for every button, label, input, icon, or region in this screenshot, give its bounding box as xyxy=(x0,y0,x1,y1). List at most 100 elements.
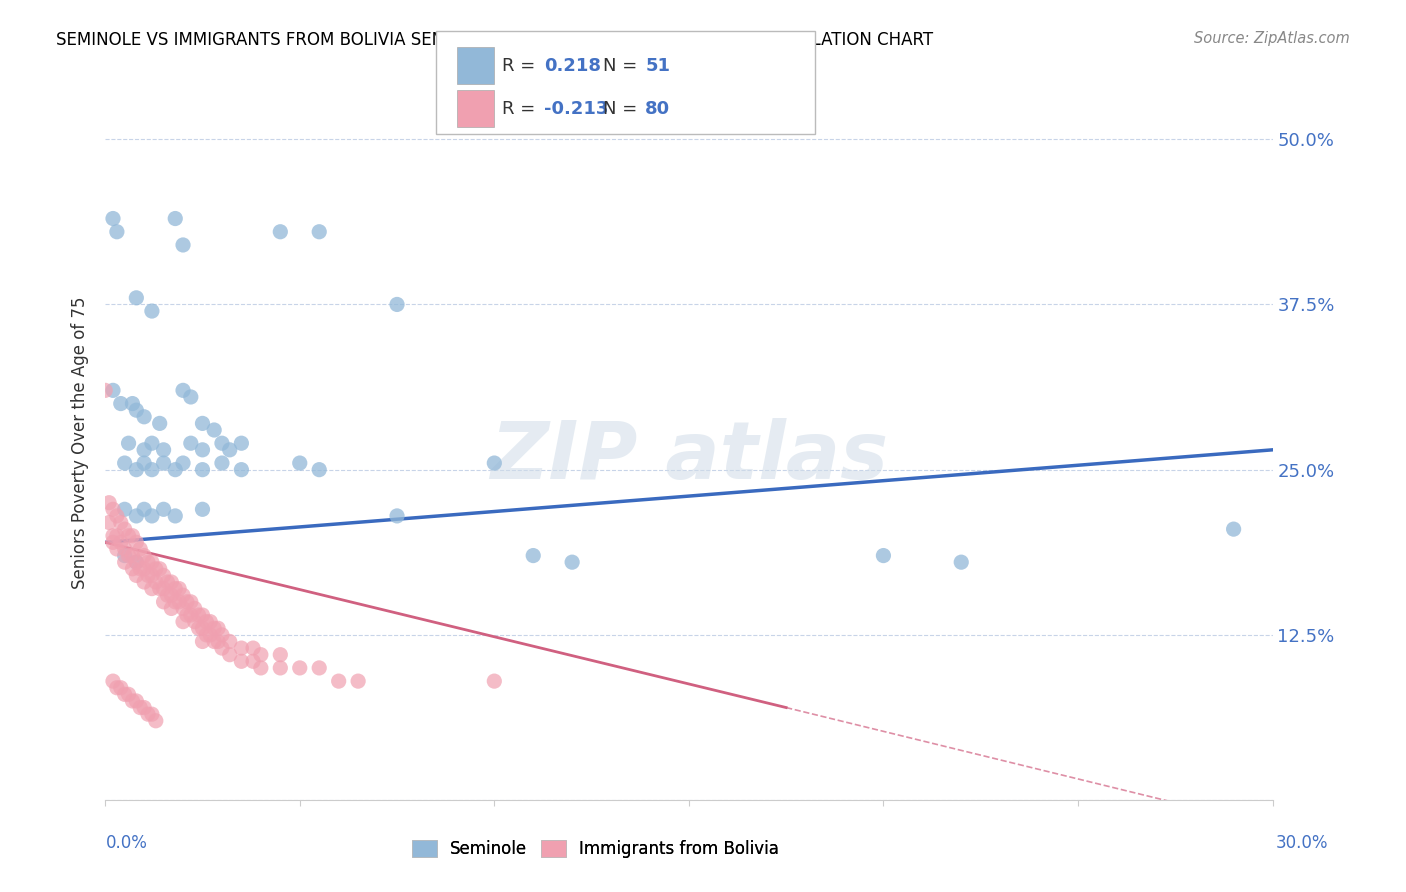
Point xyxy=(385,508,408,523)
Point xyxy=(211,456,233,470)
Point xyxy=(165,508,187,523)
Point xyxy=(125,555,148,569)
Point xyxy=(187,621,209,635)
Point xyxy=(101,502,124,516)
Point xyxy=(105,541,128,556)
Point xyxy=(145,562,167,576)
Point xyxy=(191,463,214,477)
Point xyxy=(202,621,225,635)
Point xyxy=(269,225,291,239)
Point xyxy=(141,508,163,523)
Point xyxy=(117,549,139,563)
Point xyxy=(191,442,214,457)
Text: Source: ZipAtlas.com: Source: ZipAtlas.com xyxy=(1194,31,1350,46)
Point xyxy=(191,417,214,431)
Point xyxy=(136,555,159,569)
Point xyxy=(176,595,198,609)
Text: 51: 51 xyxy=(645,57,671,75)
Point xyxy=(101,674,124,689)
Point xyxy=(160,574,183,589)
Text: N =: N = xyxy=(603,57,643,75)
Point xyxy=(141,555,163,569)
Point xyxy=(207,621,229,635)
Point xyxy=(101,211,124,226)
Text: R =: R = xyxy=(502,57,541,75)
Point xyxy=(141,436,163,450)
Point xyxy=(269,661,291,675)
Point xyxy=(288,661,311,675)
Point xyxy=(141,568,163,582)
Point xyxy=(125,463,148,477)
Point xyxy=(152,442,174,457)
Point xyxy=(328,674,350,689)
Legend: Seminole, Immigrants from Bolivia: Seminole, Immigrants from Bolivia xyxy=(406,835,785,863)
Point xyxy=(180,390,202,404)
Point xyxy=(134,562,156,576)
Point xyxy=(250,661,273,675)
Point xyxy=(110,535,132,549)
Point xyxy=(129,562,152,576)
Point xyxy=(152,502,174,516)
Text: N =: N = xyxy=(603,100,643,118)
Point xyxy=(141,707,163,722)
Text: 80: 80 xyxy=(645,100,671,118)
Point xyxy=(191,608,214,623)
Point xyxy=(134,549,156,563)
Point xyxy=(484,456,506,470)
Point xyxy=(129,541,152,556)
Point xyxy=(152,582,174,596)
Point xyxy=(183,615,205,629)
Point xyxy=(134,409,156,424)
Point xyxy=(561,555,583,569)
Point xyxy=(165,582,187,596)
Point xyxy=(145,574,167,589)
Point xyxy=(308,661,330,675)
Point xyxy=(191,502,214,516)
Y-axis label: Seniors Poverty Over the Age of 75: Seniors Poverty Over the Age of 75 xyxy=(72,297,89,590)
Point xyxy=(176,608,198,623)
Point xyxy=(191,621,214,635)
Point xyxy=(211,641,233,656)
Point xyxy=(141,582,163,596)
Point xyxy=(114,549,136,563)
Point xyxy=(152,568,174,582)
Point xyxy=(950,555,973,569)
Point xyxy=(200,615,222,629)
Point xyxy=(114,687,136,701)
Point xyxy=(172,384,194,398)
Point xyxy=(156,588,179,602)
Point xyxy=(141,463,163,477)
Point xyxy=(231,641,253,656)
Point xyxy=(172,456,194,470)
Point xyxy=(125,291,148,305)
Point xyxy=(484,674,506,689)
Point xyxy=(180,595,202,609)
Point xyxy=(231,654,253,668)
Point xyxy=(191,634,214,648)
Point xyxy=(125,535,148,549)
Point xyxy=(94,384,117,398)
Point xyxy=(211,436,233,450)
Point xyxy=(231,436,253,450)
Point xyxy=(125,694,148,708)
Point xyxy=(156,574,179,589)
Point xyxy=(195,628,218,642)
Point xyxy=(167,582,190,596)
Point xyxy=(134,700,156,714)
Point xyxy=(101,529,124,543)
Point xyxy=(180,436,202,450)
Point xyxy=(211,628,233,642)
Point xyxy=(242,654,264,668)
Point xyxy=(114,522,136,536)
Point xyxy=(101,384,124,398)
Point xyxy=(98,496,121,510)
Point xyxy=(1222,522,1244,536)
Point xyxy=(172,601,194,615)
Point xyxy=(110,681,132,695)
Point xyxy=(308,463,330,477)
Point xyxy=(202,423,225,437)
Point xyxy=(134,502,156,516)
Point xyxy=(195,615,218,629)
Point xyxy=(202,634,225,648)
Point xyxy=(180,608,202,623)
